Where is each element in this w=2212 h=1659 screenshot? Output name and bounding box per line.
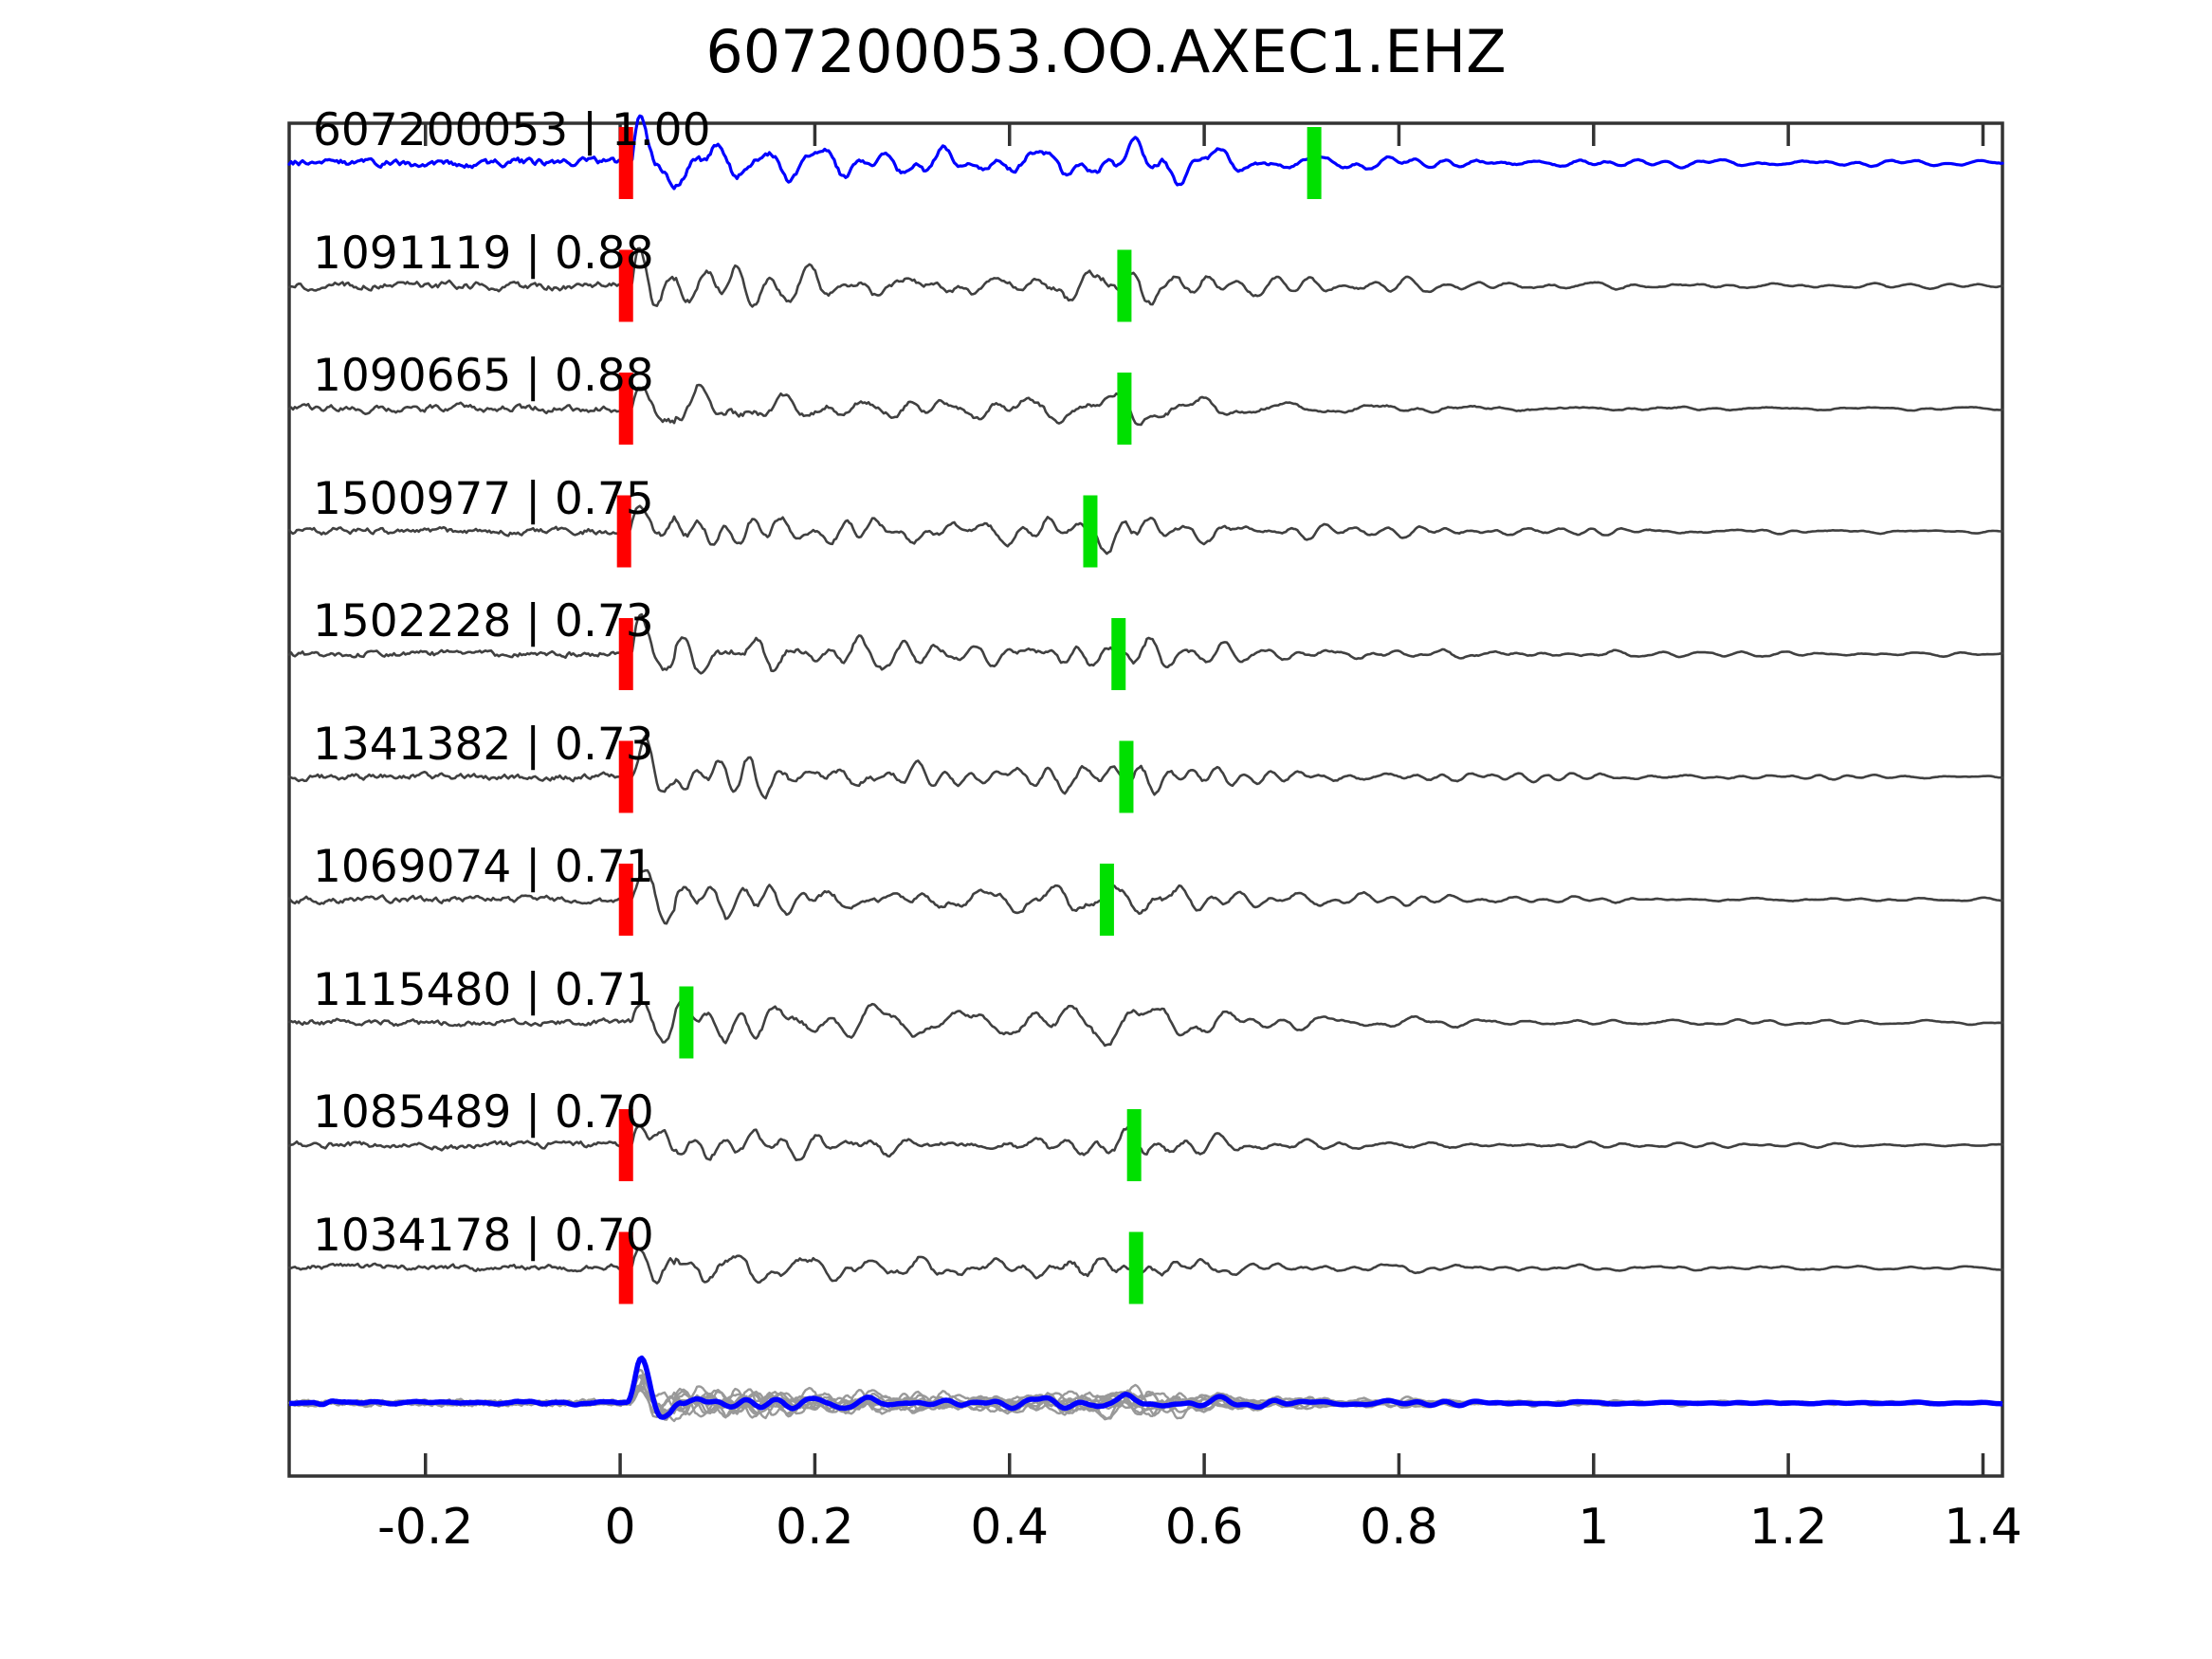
trace-row: [287, 864, 2004, 936]
page-title: 607200053.OO.AXEC1.EHZ: [705, 17, 1507, 86]
trace-row: [287, 1109, 2004, 1181]
waveform-trace: [287, 383, 2004, 427]
trace-label: 607200053 | 1.00: [313, 104, 711, 156]
waveform-trace: [287, 734, 2004, 800]
trace-row: [287, 1231, 2004, 1304]
stack-panel: [288, 1355, 2003, 1423]
trace-row: [287, 373, 2004, 445]
trace-row: [287, 246, 2004, 322]
x-tick-label: -0.2: [377, 1499, 474, 1556]
trace-label: 1502228 | 0.73: [313, 595, 654, 647]
waveform-trace: [287, 114, 2004, 191]
waveform-trace: [287, 1000, 2004, 1048]
x-tick-label: 1: [1578, 1499, 1610, 1556]
waveform-trace: [287, 612, 2004, 675]
x-tick-label: 0.4: [970, 1499, 1050, 1556]
trace-label: 1500977 | 0.75: [313, 472, 654, 525]
trace-row: [287, 734, 2004, 813]
stack-mean-trace: [288, 1355, 2003, 1420]
x-tick-label: 1.4: [1944, 1499, 2022, 1556]
x-tick-label: 0: [604, 1499, 636, 1556]
waveform-trace: [287, 1124, 2004, 1161]
trace-row: [287, 612, 2004, 690]
trace-label: 1034178 | 0.70: [313, 1209, 654, 1262]
x-tick-label: 0.8: [1360, 1499, 1438, 1556]
waveform-trace: [287, 1247, 2004, 1285]
waveform-trace: [287, 246, 2004, 308]
trace-label: 1085489 | 0.70: [313, 1086, 654, 1139]
x-tick-label: 0.2: [776, 1499, 854, 1556]
axes-frame: [287, 121, 2004, 1478]
trace-label: 1115480 | 0.71: [313, 963, 654, 1016]
trace-label: 1090665 | 0.88: [313, 350, 654, 402]
trace-row: [287, 495, 2004, 568]
trace-row: [287, 986, 2004, 1059]
trace-label: 1341382 | 0.73: [313, 718, 654, 771]
trace-row: [287, 114, 2004, 199]
trace-label: 1069074 | 0.71: [313, 841, 654, 893]
waveform-trace: [287, 868, 2004, 925]
waveform-trace: [287, 504, 2004, 556]
x-tick-label: 1.2: [1748, 1499, 1828, 1556]
trace-label: 1091119 | 0.88: [313, 227, 654, 280]
x-tick-label: 0.6: [1164, 1499, 1244, 1556]
